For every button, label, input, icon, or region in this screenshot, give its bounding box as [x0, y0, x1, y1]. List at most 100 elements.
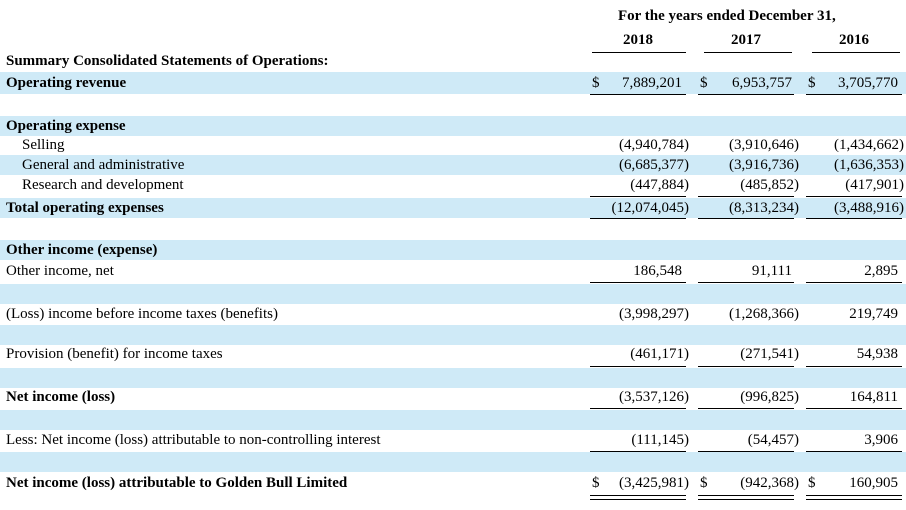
value-2016: 54,938 [856, 346, 898, 362]
currency-symbol: $ [700, 75, 708, 91]
value-2017: (271,541) [740, 346, 799, 362]
row-other-income-expense: Other income (expense) [0, 240, 906, 260]
value-2016: (3,488,916) [834, 200, 904, 216]
underline [698, 196, 794, 197]
value-2018: (461,171) [630, 346, 689, 362]
row-label: Total operating expenses [6, 200, 164, 216]
underline [806, 282, 902, 283]
double-underline [806, 495, 902, 500]
value-2017: (54,457) [747, 432, 799, 448]
currency-symbol: $ [808, 475, 816, 491]
currency-symbol: $ [808, 75, 816, 91]
value-2016: 3,705,770 [838, 75, 898, 91]
underline [806, 408, 902, 409]
value-2017: 6,953,757 [732, 75, 792, 91]
underline [806, 451, 902, 452]
value-2018: (3,998,297) [619, 306, 689, 322]
value-2018: (111,145) [631, 432, 689, 448]
shade-band [0, 410, 906, 430]
underline [698, 366, 794, 367]
year-2018: 2018 [623, 32, 653, 48]
underline [806, 94, 902, 95]
underline [806, 366, 902, 367]
value-2016: (1,434,662) [834, 137, 904, 153]
underline [590, 282, 686, 283]
value-2016: (1,636,353) [834, 157, 904, 173]
row-total-operating-expenses: Total operating expenses (12,074,045) (8… [0, 198, 906, 218]
value-2017: (942,368) [740, 475, 799, 491]
row-label: Selling [22, 137, 65, 153]
shade-band [0, 116, 906, 136]
row-label: Net income (loss) attributable to Golden… [6, 475, 348, 491]
value-2018: (3,537,126) [619, 389, 689, 405]
row-label: Research and development [22, 177, 184, 193]
row-label: Other income, net [6, 263, 114, 279]
underline [698, 94, 794, 95]
shade-band [0, 284, 906, 304]
value-2016: 3,906 [864, 432, 898, 448]
year-2017: 2017 [731, 32, 761, 48]
row-provision-tax: Provision (benefit) for income taxes (46… [0, 344, 906, 364]
row-operating-revenue: Operating revenue $ 7,889,201 $ 6,953,75… [0, 73, 906, 93]
value-2016: 164,811 [849, 389, 898, 405]
row-label: Other income (expense) [6, 242, 158, 258]
value-2016: 160,905 [849, 475, 898, 491]
section-title: Summary Consolidated Statements of Opera… [6, 53, 329, 69]
row-label: Provision (benefit) for income taxes [6, 346, 223, 362]
header-underline [812, 52, 900, 53]
row-label: General and administrative [22, 157, 185, 173]
header-underline [620, 52, 686, 53]
shade-band [0, 325, 906, 345]
shade-band [0, 240, 906, 260]
underline [698, 408, 794, 409]
row-non-controlling: Less: Net income (loss) attributable to … [0, 430, 906, 450]
value-2016: 219,749 [849, 306, 898, 322]
value-2018: 186,548 [633, 263, 682, 279]
shade-band [0, 452, 906, 472]
underline [590, 451, 686, 452]
value-2017: 91,111 [751, 263, 792, 279]
value-2018: (3,425,981) [619, 475, 689, 491]
double-underline [698, 495, 794, 500]
value-2018: (4,940,784) [619, 137, 689, 153]
value-2017: (3,916,736) [729, 157, 799, 173]
value-2017: (996,825) [740, 389, 799, 405]
row-attributable-golden-bull: Net income (loss) attributable to Golden… [0, 473, 906, 493]
underline [590, 218, 686, 219]
currency-symbol: $ [592, 475, 600, 491]
row-net-income: Net income (loss) (3,537,126) (996,825) … [0, 387, 906, 407]
value-2018: 7,889,201 [622, 75, 682, 91]
value-2018: (12,074,045) [611, 200, 690, 216]
row-label: Net income (loss) [6, 389, 116, 405]
row-research-dev: Research and development (447,884) (485,… [0, 175, 906, 195]
underline [806, 196, 902, 197]
underline [590, 196, 686, 197]
value-2018: (447,884) [630, 177, 689, 193]
row-other-income-net: Other income, net 186,548 91,111 2,895 [0, 261, 906, 281]
value-2017: (485,852) [740, 177, 799, 193]
shade-band [0, 368, 906, 388]
period-label: For the years ended December 31, [618, 8, 836, 24]
currency-symbol: $ [592, 75, 600, 91]
currency-symbol: $ [700, 475, 708, 491]
row-label: (Loss) income before income taxes (benef… [6, 306, 278, 322]
row-operating-expense: Operating expense [0, 116, 906, 136]
underline [698, 451, 794, 452]
underline [590, 366, 686, 367]
value-2017: (1,268,366) [729, 306, 799, 322]
underline [590, 408, 686, 409]
underline [806, 218, 902, 219]
value-2017: (8,313,234) [729, 200, 799, 216]
row-label: Operating revenue [6, 75, 127, 91]
shade-band [0, 198, 906, 218]
shade-band [0, 155, 906, 175]
value-2016: (417,901) [845, 177, 904, 193]
row-loss-before-tax: (Loss) income before income taxes (benef… [0, 304, 906, 324]
row-label: Operating expense [6, 118, 126, 134]
row-label: Less: Net income (loss) attributable to … [6, 432, 381, 448]
header-underline [704, 52, 792, 53]
shade-band [0, 72, 906, 94]
double-underline [590, 495, 686, 500]
year-2016: 2016 [839, 32, 869, 48]
header-underline [592, 52, 620, 53]
